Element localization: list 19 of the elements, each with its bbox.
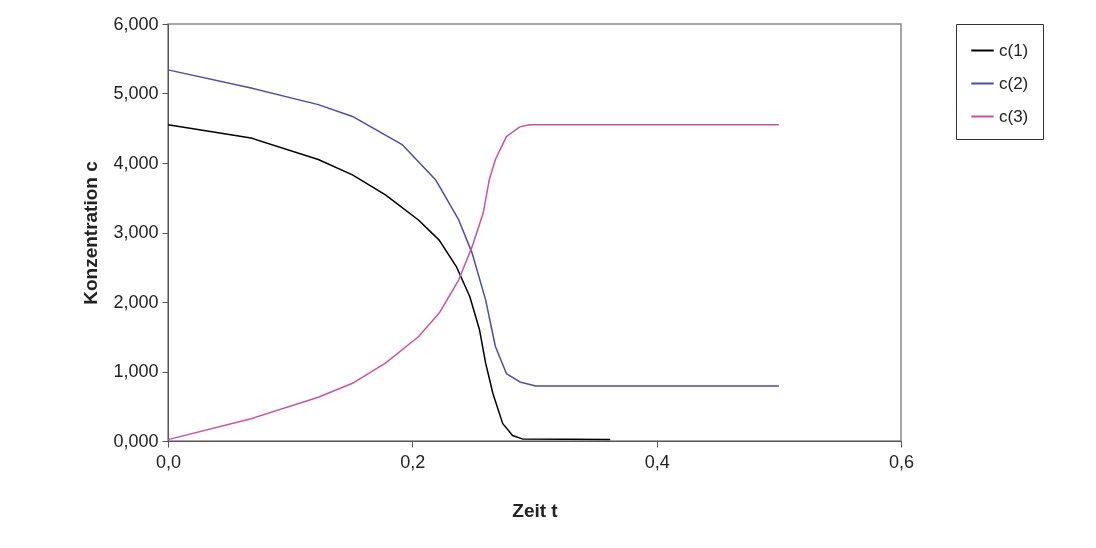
line-series	[167, 124, 611, 441]
y-tick-label: 1,000	[113, 361, 159, 381]
y-tick-label: 0,000	[113, 430, 159, 451]
x-tick-label: 0,2	[400, 451, 426, 472]
x-tick-label: 0,0	[155, 451, 182, 472]
y-axis-title: Konzentration c	[80, 160, 102, 305]
line-series	[167, 124, 780, 441]
y-tick-label: 6,000	[113, 13, 159, 34]
legend-label: c(3)	[999, 106, 1029, 126]
line-series	[167, 69, 780, 387]
y-tick-label: 3,000	[113, 222, 159, 242]
y-tick-label: 2,000	[113, 291, 159, 312]
legend-label: c(1)	[999, 40, 1029, 60]
y-tick-label: 5,000	[113, 83, 159, 103]
legend-label: c(2)	[999, 73, 1029, 93]
x-axis-title: Zeit t	[512, 499, 559, 521]
y-tick-label: 4,000	[113, 152, 159, 173]
x-tick-label: 0,6	[888, 451, 915, 472]
x-tick-label: 0,4	[644, 451, 670, 472]
